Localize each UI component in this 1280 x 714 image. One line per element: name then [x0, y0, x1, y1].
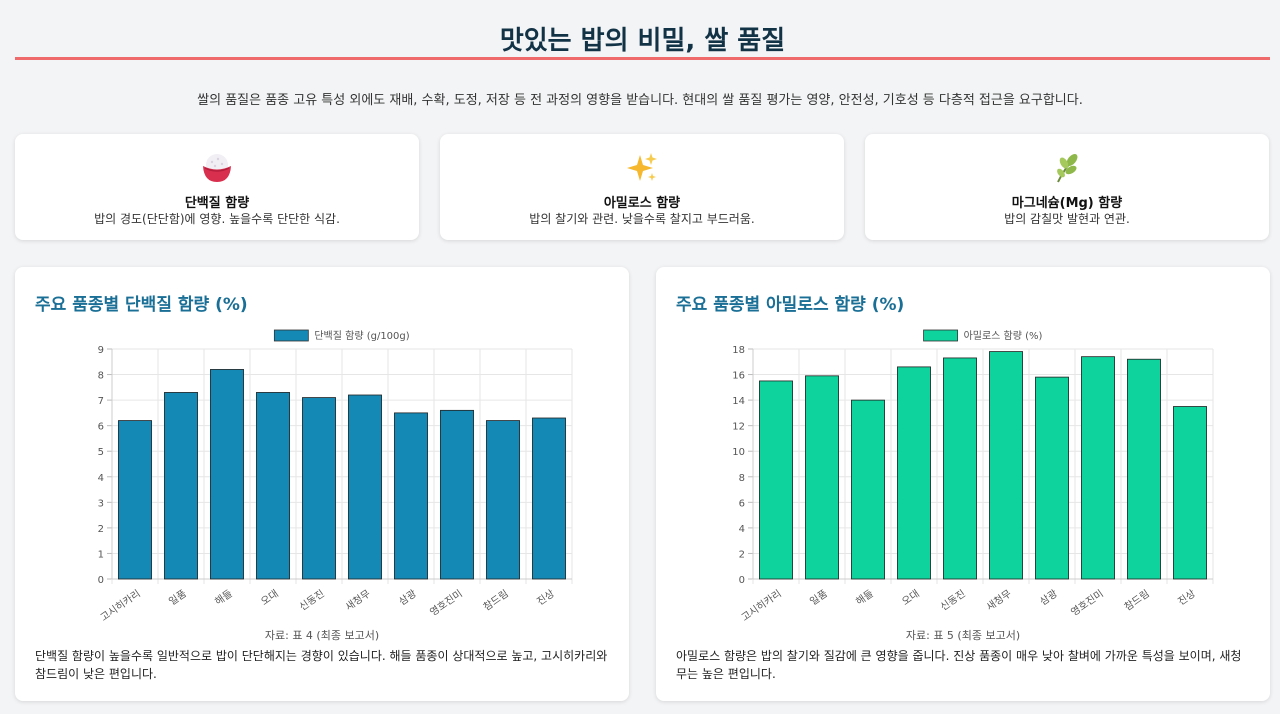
- x-tick-label: 참드림: [1122, 588, 1151, 614]
- bar-일품[interactable]: [805, 375, 839, 580]
- amylose-chart-card: 주요 품종별 아밀로스 함량 (%) 아밀로스 함량 (%) 0 2 4 6 8 10 12 1…: [656, 267, 1270, 701]
- bar-영호진미[interactable]: [1081, 356, 1115, 580]
- legend-label: 단백질 함량 (g/100g): [314, 330, 409, 342]
- rice-bowl-icon: [203, 154, 231, 182]
- feature-card-magnesium: 마그네슘(Mg) 함량 밥의 감칠맛 발현과 연관.: [865, 134, 1269, 240]
- x-tick-label: 일품: [167, 588, 189, 608]
- bar-신동진[interactable]: [302, 397, 336, 580]
- x-tick-label: 진상: [535, 588, 557, 608]
- y-tick-label: 18: [732, 345, 745, 356]
- bar-삼광[interactable]: [394, 412, 428, 580]
- x-tick-label: 삼광: [397, 588, 419, 608]
- herb-icon: [1057, 154, 1078, 183]
- y-tick-label: 9: [98, 345, 104, 356]
- feature-card-protein: 단백질 함량 밥의 경도(단단함)에 영향. 높을수록 단단한 식감.: [15, 134, 419, 240]
- feature-title: 마그네슘(Mg) 함량: [1011, 196, 1123, 211]
- y-tick-label: 8: [98, 371, 104, 382]
- y-tick-label: 0: [739, 575, 745, 586]
- feature-title: 아밀로스 함량: [603, 196, 681, 211]
- x-tick-label: 해들: [212, 587, 235, 608]
- bar-오대[interactable]: [256, 392, 290, 580]
- y-tick-label: 12: [732, 422, 745, 433]
- bar-오대[interactable]: [897, 366, 931, 580]
- y-tick-label: 6: [739, 498, 745, 509]
- amylose-bar-chart: 아밀로스 함량 (%) 0 2 4 6 8 10 12 14 16 18 고시히카리 일품 해들 오대 신동진…: [732, 329, 1214, 622]
- feature-title: 단백질 함량: [184, 196, 250, 211]
- x-tick-label: 삼광: [1038, 588, 1060, 608]
- x-tick-label: 고시히카리: [739, 588, 784, 622]
- protein-chart-card: 주요 품종별 단백질 함량 (%) 단백질 함량 (g/100g) 0 1 2 3 4 5 6…: [15, 267, 629, 701]
- bar-진상[interactable]: [1173, 406, 1207, 580]
- y-tick-label: 7: [98, 396, 104, 407]
- chart-source: 자료: 표 5 (최종 보고서): [905, 629, 1021, 642]
- y-tick-label: 4: [98, 473, 104, 484]
- x-tick-label: 새청무: [343, 588, 372, 614]
- feature-desc: 밥의 찰기와 관련. 낮을수록 찰지고 부드러움.: [529, 212, 755, 226]
- legend: 아밀로스 함량 (%): [923, 329, 1043, 342]
- bar-고시히카리[interactable]: [759, 380, 793, 580]
- chart-note: 아밀로스 함량은 밥의 찰기와 질감에 큰 영향을 줍니다. 진상 품종이 매우…: [676, 649, 1242, 681]
- x-tick-label: 영호진미: [1069, 588, 1106, 619]
- chart-note: 단백질 함량이 높을수록 일반적으로 밥이 단단해지는 경향이 있습니다. 해들…: [35, 649, 608, 681]
- feature-card-amylose: 아밀로스 함량 밥의 찰기와 관련. 낮을수록 찰지고 부드러움.: [440, 134, 844, 240]
- y-tick-label: 5: [98, 447, 104, 458]
- bar-신동진[interactable]: [943, 357, 977, 580]
- y-tick-label: 3: [98, 498, 104, 509]
- bar-참드림[interactable]: [1127, 358, 1161, 580]
- y-tick-label: 14: [732, 396, 745, 407]
- y-tick-label: 4: [739, 524, 745, 535]
- chart-source: 자료: 표 4 (최종 보고서): [264, 629, 380, 642]
- legend-label: 아밀로스 함량 (%): [964, 330, 1043, 342]
- x-tick-label: 오대: [259, 588, 281, 608]
- chart-title: 주요 품종별 단백질 함량 (%): [35, 295, 248, 315]
- x-tick-label: 일품: [808, 588, 830, 608]
- bar-새청무[interactable]: [348, 394, 382, 580]
- x-tick-label: 새청무: [984, 588, 1013, 614]
- sparkles-icon: [627, 153, 657, 181]
- x-tick-label: 신동진: [938, 588, 967, 614]
- y-tick-label: 16: [732, 371, 745, 382]
- bar-해들[interactable]: [210, 369, 244, 580]
- feature-desc: 밥의 경도(단단함)에 영향. 높을수록 단단한 식감.: [94, 212, 340, 226]
- y-tick-label: 10: [732, 447, 745, 458]
- y-tick-label: 1: [98, 549, 104, 560]
- intro-text: 쌀의 품질은 품종 고유 특성 외에도 재배, 수확, 도정, 저장 등 전 과…: [197, 93, 1083, 108]
- bar-삼광[interactable]: [1035, 376, 1069, 580]
- x-tick-label: 참드림: [481, 588, 510, 614]
- protein-bar-chart: 단백질 함량 (g/100g) 0 1 2 3 4 5 6 7 8 9 고시히카리 일품 해들 오대 신동진 새…: [98, 329, 573, 622]
- y-tick-label: 2: [739, 549, 745, 560]
- bar-영호진미[interactable]: [440, 409, 474, 580]
- legend-swatch: [923, 329, 958, 342]
- bar-해들[interactable]: [851, 399, 885, 580]
- y-tick-label: 8: [739, 473, 745, 484]
- page-title: 맛있는 밥의 비밀, 쌀 품질: [499, 26, 786, 56]
- bar-진상[interactable]: [532, 417, 566, 580]
- x-tick-label: 진상: [1176, 588, 1198, 608]
- x-tick-label: 고시히카리: [98, 588, 143, 622]
- legend: 단백질 함량 (g/100g): [273, 329, 410, 342]
- y-tick-label: 2: [98, 524, 104, 535]
- feature-desc: 밥의 감칠맛 발현과 연관.: [1004, 212, 1130, 226]
- x-tick-label: 해들: [853, 587, 876, 608]
- chart-title: 주요 품종별 아밀로스 함량 (%): [676, 295, 905, 315]
- y-tick-label: 6: [98, 422, 104, 433]
- bar-고시히카리[interactable]: [118, 420, 152, 580]
- legend-swatch: [273, 329, 309, 342]
- bar-일품[interactable]: [164, 392, 198, 580]
- y-tick-label: 0: [98, 575, 104, 586]
- x-tick-label: 오대: [900, 588, 922, 608]
- bar-참드림[interactable]: [486, 420, 520, 580]
- header: 맛있는 밥의 비밀, 쌀 품질: [15, 0, 1270, 60]
- bar-새청무[interactable]: [989, 351, 1023, 580]
- x-tick-label: 영호진미: [428, 588, 465, 619]
- x-tick-label: 신동진: [297, 588, 326, 614]
